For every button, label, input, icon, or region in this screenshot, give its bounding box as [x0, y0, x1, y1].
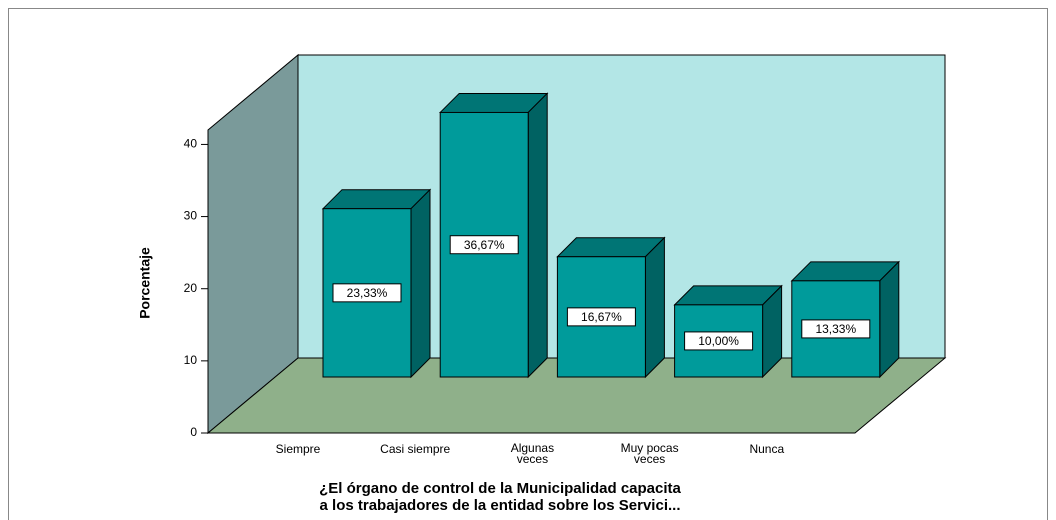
bar-side — [410, 188, 431, 379]
value-label: 36,67% — [464, 238, 505, 252]
x-axis-label: a los trabajadores de la entidad sobre l… — [320, 497, 681, 514]
bar-side — [527, 92, 548, 379]
bar-side — [644, 236, 665, 379]
x-tick-label: Casi siempre — [380, 442, 450, 456]
bar-side — [879, 260, 900, 379]
x-axis-label: ¿El órgano de control de la Municipalida… — [319, 480, 681, 497]
y-tick-label: 20 — [184, 281, 198, 295]
y-tick-label: 40 — [184, 137, 198, 151]
x-tick-label: Siempre — [276, 442, 321, 456]
value-label: 13,33% — [815, 322, 856, 336]
value-label: 10,00% — [698, 334, 739, 348]
x-tick-label: Muy pocas veces — [621, 441, 679, 466]
value-label-box — [684, 331, 754, 351]
x-tick-label: Algunas veces — [511, 441, 554, 466]
value-label-box — [801, 319, 871, 339]
value-label-box — [566, 307, 636, 327]
value-label: 16,67% — [581, 310, 622, 324]
y-axis-label: Porcentaje — [137, 247, 153, 319]
value-label-box — [332, 283, 402, 303]
y-tick-label: 30 — [184, 209, 198, 223]
y-tick-label: 0 — [190, 425, 197, 439]
value-label: 23,33% — [347, 286, 388, 300]
y-tick-label: 10 — [184, 353, 198, 367]
x-tick-label: Nunca — [749, 442, 784, 456]
value-label-box — [449, 235, 519, 255]
